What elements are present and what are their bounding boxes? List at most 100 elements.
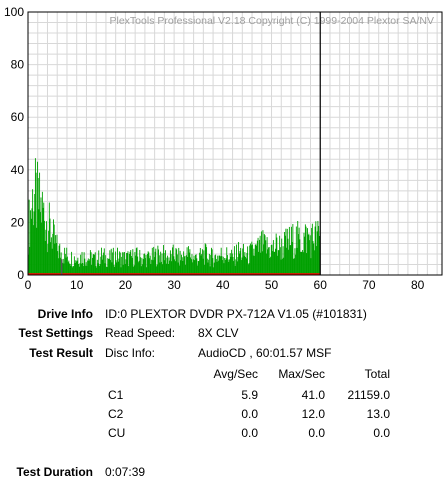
c1-bar [289, 245, 291, 275]
c1-bar [264, 235, 266, 275]
c1-bar [31, 208, 33, 275]
c1-bar [204, 264, 205, 275]
c1-bar [193, 255, 195, 275]
c1-bar [236, 261, 238, 275]
c1-bar [261, 231, 262, 275]
c1-bar [98, 250, 100, 275]
c1-bar [115, 260, 117, 275]
x-tick-label: 60 [314, 278, 328, 292]
c1-bar [249, 243, 251, 275]
c1-bar [268, 247, 269, 275]
row-c2-total: 13.0 [366, 407, 390, 421]
c1-bar [144, 253, 146, 275]
c1-bar [275, 233, 277, 275]
c1-bar [186, 247, 188, 275]
c1-bar [150, 264, 152, 275]
c1-bar [302, 252, 304, 275]
c1-bar [277, 255, 278, 275]
c1-bar [220, 256, 221, 275]
c1-bar [146, 253, 148, 275]
x-tick-label: 40 [216, 278, 230, 292]
c1-bar [214, 255, 216, 275]
c1-bar [121, 252, 123, 275]
c1-bar [75, 260, 77, 275]
c1-bar [37, 161, 38, 275]
c1-bar [181, 257, 183, 275]
c1-bar [110, 248, 112, 275]
c1-bar [310, 258, 312, 275]
c1-bar [191, 254, 193, 275]
c1-bar [165, 250, 166, 275]
c1-bar [279, 247, 281, 275]
c1-bar [124, 263, 126, 275]
c1-bar [151, 259, 153, 275]
c1-bar [73, 256, 75, 275]
c1-bar [131, 257, 133, 275]
c1-bar [231, 249, 233, 275]
c1-bar [161, 253, 163, 275]
c1-bar [188, 246, 189, 275]
x-tick-label: 80 [411, 278, 425, 292]
c1-bar [265, 240, 267, 275]
c1-bar [41, 191, 43, 275]
c1-bar [68, 260, 70, 275]
c1-bar [50, 242, 52, 275]
c1-bar [279, 235, 281, 275]
c1-bar [30, 210, 31, 275]
c1-bar [85, 265, 86, 275]
c1-bar [106, 267, 108, 275]
c1-bar [317, 220, 319, 275]
c1-bar [281, 238, 283, 275]
c1-bar [83, 252, 85, 275]
c1-bar [277, 250, 279, 275]
c1-bar [245, 256, 246, 275]
c1-bar [228, 261, 230, 275]
c1-bar [286, 247, 288, 275]
c1-bar [311, 223, 313, 275]
c1-bar [308, 233, 310, 275]
c1-bar [88, 260, 90, 275]
c1-bar [174, 261, 176, 275]
c1-bar [127, 251, 129, 275]
c1-bar [209, 266, 211, 275]
c1-bar [133, 266, 134, 275]
c1-bar [297, 234, 299, 275]
c1-bar [299, 239, 301, 275]
c1-bar [232, 256, 234, 275]
c1-bar [316, 246, 317, 275]
c1-bar [256, 245, 258, 275]
c1-bar [253, 248, 255, 275]
c1-bar [156, 264, 158, 275]
c1-bar [119, 252, 121, 275]
c1-bar [105, 255, 107, 275]
c1-bar [137, 256, 139, 275]
c1-bar [237, 257, 239, 275]
header-max: Max/Sec [278, 367, 325, 381]
c1-bar [130, 255, 132, 275]
y-tick-label: 40 [11, 163, 25, 177]
c1-bar [234, 265, 236, 275]
c1-bar [199, 247, 201, 275]
c1-bar [52, 233, 54, 275]
c1-bar [144, 258, 146, 275]
c1-bar [245, 258, 247, 275]
c1-bar [225, 258, 227, 275]
c1-bar [309, 235, 311, 275]
c1-bar [190, 257, 192, 275]
c1-bar [259, 239, 260, 275]
c1-bar [185, 264, 187, 275]
c1-bar [205, 244, 207, 275]
c1-bar [181, 254, 182, 275]
c1-bar [210, 247, 212, 275]
c1-bar [218, 255, 220, 275]
y-tick-label: 100 [4, 5, 24, 19]
row-c1-label: C1 [108, 388, 124, 402]
c1-bar [82, 262, 84, 275]
c1-bar [77, 257, 79, 275]
c1-bar [48, 230, 50, 275]
c1-bar [223, 263, 225, 275]
c1-bar [291, 242, 293, 275]
y-tick-label: 60 [11, 110, 25, 124]
c1-bar [291, 226, 292, 275]
c1-bar [272, 240, 274, 275]
